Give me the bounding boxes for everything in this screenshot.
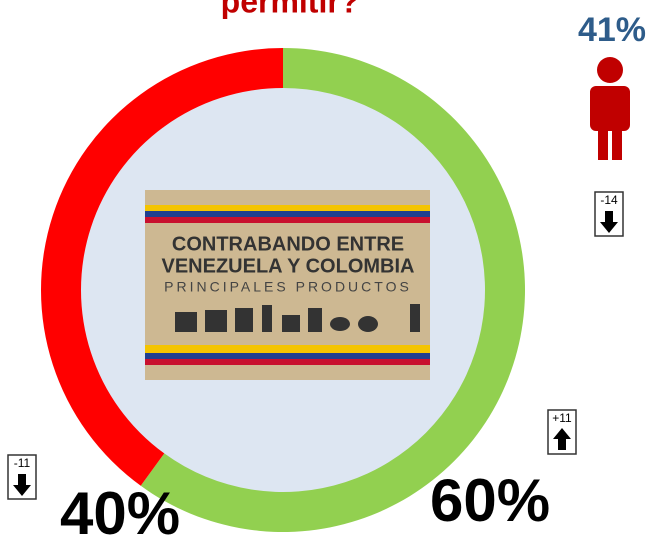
flag-stripe [145, 345, 430, 353]
flag-stripe [145, 217, 430, 223]
banner-title: VENEZUELA Y COLOMBIA [162, 255, 415, 277]
badge-label: -14 [600, 193, 618, 207]
donut-segment [41, 48, 284, 486]
change-badge: -11 [7, 454, 37, 500]
chart-title: permitir? [221, 0, 360, 19]
value-label: 60% [430, 467, 550, 534]
flag-stripe [145, 211, 430, 217]
value-label: 40% [60, 480, 180, 547]
banner: CONTRABANDO ENTRE VENEZUELA Y COLOMBIA P… [145, 190, 430, 380]
flag-stripe [145, 359, 430, 365]
flag-stripe [145, 205, 430, 211]
banner-subtitle: PRINCIPALES PRODUCTOS [164, 279, 412, 295]
product-icons [175, 304, 420, 332]
badge-label: +11 [552, 411, 572, 425]
banner-title: CONTRABANDO ENTRE [172, 233, 404, 255]
person-value: 41% [578, 11, 646, 49]
flag-stripe [145, 353, 430, 359]
badge-arrow [600, 211, 618, 233]
change-badge: -14 [594, 191, 624, 237]
person-icon [590, 57, 630, 160]
change-badge: +11 [547, 409, 577, 455]
badge-arrow [13, 474, 31, 496]
donut-segment [140, 48, 525, 533]
badge-label: -11 [14, 456, 31, 470]
badge-arrow [553, 428, 571, 450]
